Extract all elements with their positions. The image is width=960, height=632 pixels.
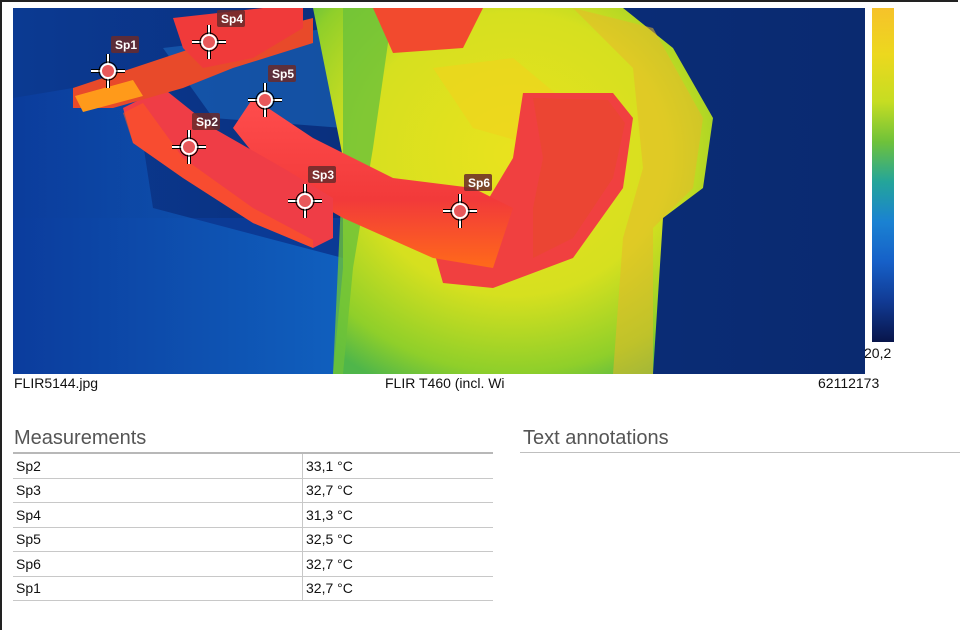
table-row[interactable]: Sp3 32,7 °C bbox=[13, 477, 493, 503]
image-filename: FLIR5144.jpg bbox=[14, 375, 99, 391]
spot-label-box bbox=[192, 113, 220, 130]
thermal-image[interactable]: Sp4 Sp1 Sp5 Sp2 Sp3 Sp6 bbox=[13, 8, 865, 374]
table-row[interactable]: Sp1 32,7 °C bbox=[13, 575, 493, 601]
spot-crosshair-icon bbox=[288, 184, 322, 218]
spot-marker-sp1[interactable]: Sp1 bbox=[91, 36, 139, 88]
spot-label-sp3: Sp3 bbox=[312, 168, 334, 182]
measurement-name: Sp5 bbox=[13, 526, 303, 552]
spot-marker-sp5[interactable]: Sp5 bbox=[248, 65, 296, 117]
spot-crosshair-icon bbox=[192, 25, 226, 59]
spot-marker-sp6[interactable]: Sp6 bbox=[443, 174, 492, 228]
text-annotations-divider bbox=[520, 452, 960, 453]
measurement-value: 32,7 °C bbox=[302, 575, 493, 601]
measurement-name: Sp6 bbox=[13, 551, 303, 577]
scale-min-label: 20,2 bbox=[864, 345, 892, 361]
spot-label-sp4: Sp4 bbox=[221, 12, 243, 26]
measurement-value: 32,7 °C bbox=[302, 477, 493, 503]
measurement-name: Sp3 bbox=[13, 477, 303, 503]
measurement-value: 33,1 °C bbox=[302, 452, 493, 479]
spot-marker-sp2[interactable]: Sp2 bbox=[172, 113, 220, 164]
camera-model: FLIR T460 (incl. Wi bbox=[385, 375, 505, 391]
spot-crosshair-icon bbox=[248, 83, 282, 117]
measurement-name: Sp2 bbox=[13, 452, 303, 479]
camera-serial: 62112173 bbox=[818, 375, 880, 391]
spot-marker-sp3[interactable]: Sp3 bbox=[288, 166, 336, 218]
spot-crosshair-icon bbox=[443, 194, 477, 228]
table-row[interactable]: Sp2 33,1 °C bbox=[13, 452, 493, 479]
temperature-scale-bar bbox=[872, 8, 894, 342]
table-row[interactable]: Sp6 32,7 °C bbox=[13, 551, 493, 577]
measurement-name: Sp4 bbox=[13, 502, 303, 528]
spot-label-box bbox=[308, 166, 336, 183]
measurements-table: Sp2 33,1 °C Sp3 32,7 °C Sp4 31,3 °C Sp5 … bbox=[13, 452, 493, 601]
spot-label-box bbox=[217, 10, 245, 27]
spot-label-sp5: Sp5 bbox=[272, 67, 294, 81]
spot-label-sp2: Sp2 bbox=[196, 115, 218, 129]
measurement-value: 32,5 °C bbox=[302, 526, 493, 552]
text-annotations-title: Text annotations bbox=[523, 427, 669, 449]
spot-label-sp6: Sp6 bbox=[468, 176, 490, 190]
measurement-value: 32,7 °C bbox=[302, 551, 493, 577]
spot-label-box bbox=[111, 36, 139, 53]
spot-label-box bbox=[268, 65, 296, 82]
measurement-name: Sp1 bbox=[13, 575, 303, 601]
spot-label-box bbox=[464, 174, 492, 191]
spot-crosshair-icon bbox=[91, 54, 125, 88]
measurements-title: Measurements bbox=[14, 427, 147, 449]
spot-marker-sp4[interactable]: Sp4 bbox=[192, 10, 245, 59]
spot-label-sp1: Sp1 bbox=[115, 38, 137, 52]
table-row[interactable]: Sp4 31,3 °C bbox=[13, 502, 493, 528]
table-row[interactable]: Sp5 32,5 °C bbox=[13, 526, 493, 552]
measurement-value: 31,3 °C bbox=[302, 502, 493, 528]
spot-crosshair-icon bbox=[172, 130, 206, 164]
